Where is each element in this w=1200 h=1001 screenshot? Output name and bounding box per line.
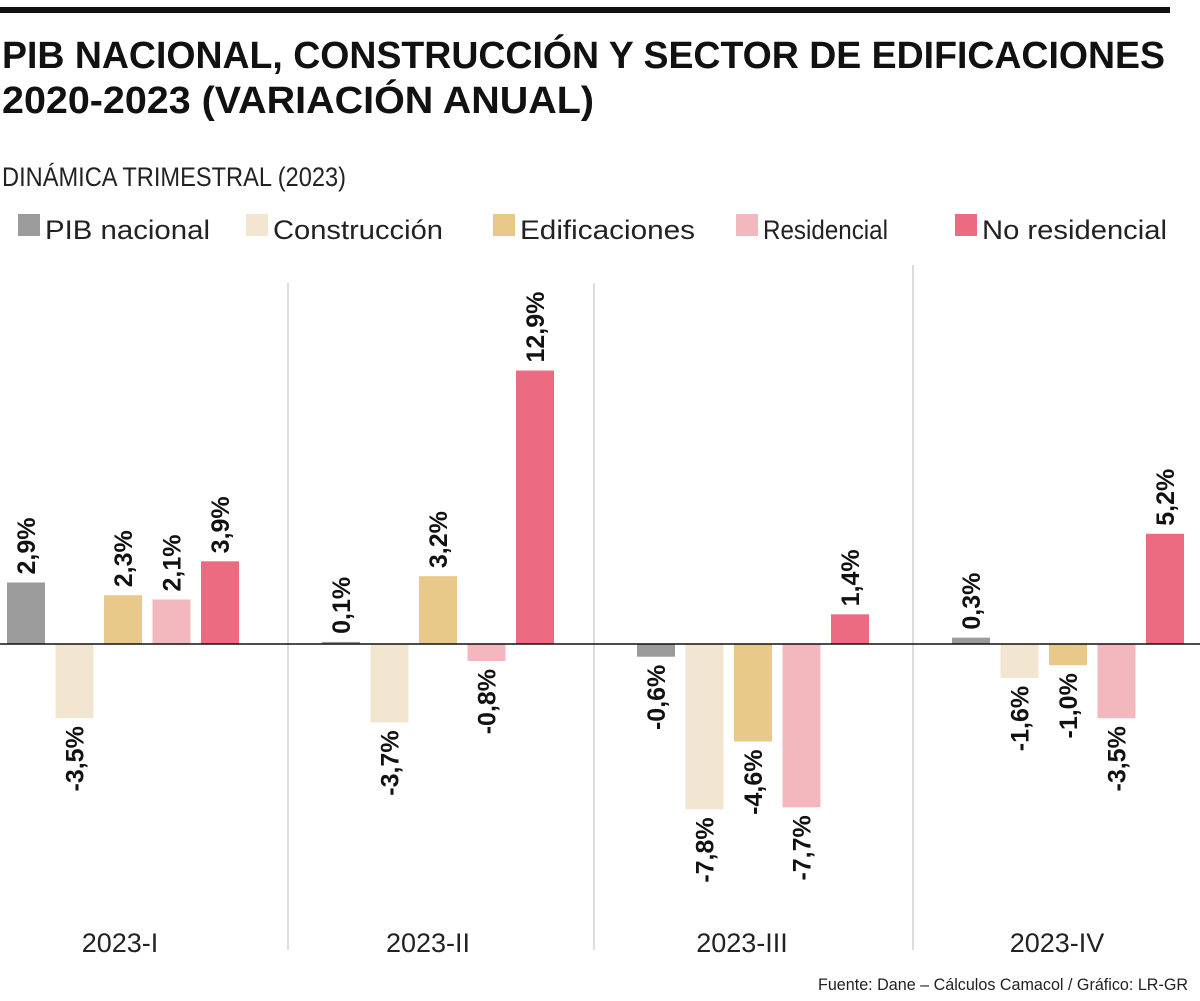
group-separators bbox=[287, 265, 914, 950]
data-label: 12,9% bbox=[522, 292, 550, 363]
bar bbox=[201, 561, 239, 644]
bar bbox=[734, 644, 772, 742]
legend: PIB nacional Construcción Edificaciones Res… bbox=[18, 214, 1167, 245]
bar bbox=[831, 614, 869, 644]
chart-title-line2: 2020-2023 (VARIACIÓN ANUAL) bbox=[2, 78, 594, 122]
bar bbox=[782, 644, 821, 808]
bar bbox=[104, 595, 142, 644]
data-label: -3,5% bbox=[62, 726, 90, 791]
data-label: -1,6% bbox=[1007, 686, 1035, 751]
legend-label: Residencial bbox=[763, 215, 888, 245]
legend-swatch bbox=[246, 214, 268, 236]
legend-swatch bbox=[736, 214, 758, 236]
legend-label: PIB nacional bbox=[45, 215, 210, 245]
bar bbox=[322, 641, 360, 644]
bar bbox=[1049, 644, 1087, 666]
legend-swatch bbox=[955, 214, 977, 236]
data-label: 5,2% bbox=[1152, 469, 1180, 526]
chart-title: PIB NACIONAL, CONSTRUCCIÓN Y SECTOR DE E… bbox=[2, 33, 1165, 77]
bar bbox=[370, 644, 409, 723]
data-label: 2,3% bbox=[110, 530, 138, 587]
bar bbox=[467, 644, 506, 661]
bar bbox=[1146, 533, 1184, 644]
bar bbox=[637, 644, 675, 657]
legend-label: No residencial bbox=[982, 215, 1167, 245]
data-label: -7,7% bbox=[789, 815, 817, 880]
data-label: 0,1% bbox=[328, 577, 356, 634]
legend-swatch bbox=[18, 214, 40, 236]
bar bbox=[516, 370, 554, 644]
bar bbox=[685, 644, 724, 810]
top-rule bbox=[0, 7, 1170, 13]
data-label: 2,9% bbox=[13, 518, 41, 575]
bar bbox=[152, 599, 191, 644]
bars: 2,9% -3,5% 2,3% 2,1% 3,9% 0,1% -3,7% 3,2% -0,8% 1… bbox=[7, 292, 1184, 883]
data-label: -3,7% bbox=[377, 730, 405, 795]
bar bbox=[952, 637, 990, 644]
data-label: -0,8% bbox=[474, 669, 502, 734]
data-label: 3,2% bbox=[425, 511, 453, 568]
legend-label: Edificaciones bbox=[520, 215, 695, 245]
bar bbox=[1000, 644, 1039, 678]
bar bbox=[419, 576, 457, 644]
data-label: -0,6% bbox=[643, 665, 671, 730]
category-label: 2023-I bbox=[82, 928, 159, 958]
category-label: 2023-III bbox=[696, 928, 788, 958]
data-label: 2,1% bbox=[159, 534, 187, 591]
chart-subtitle: DINÁMICA TRIMESTRAL (2023) bbox=[2, 162, 346, 192]
category-label: 2023-IV bbox=[1010, 928, 1105, 958]
source-note: Fuente: Dane – Cálculos Camacol / Gráfic… bbox=[818, 975, 1188, 994]
legend-label: Construcción bbox=[273, 215, 443, 245]
bar bbox=[55, 644, 94, 719]
bar bbox=[7, 582, 45, 644]
data-label: 0,3% bbox=[958, 573, 986, 630]
legend-swatch bbox=[493, 214, 515, 236]
data-label: -7,8% bbox=[692, 817, 720, 882]
data-label: 1,4% bbox=[837, 549, 865, 606]
data-label: -3,5% bbox=[1104, 726, 1132, 791]
data-label: -4,6% bbox=[740, 750, 768, 815]
data-label: 3,9% bbox=[207, 496, 235, 553]
category-label: 2023-II bbox=[386, 928, 470, 958]
category-labels: 2023-I 2023-II 2023-III 2023-IV bbox=[82, 928, 1105, 958]
bar bbox=[1097, 644, 1136, 719]
data-label: -1,0% bbox=[1055, 673, 1083, 738]
